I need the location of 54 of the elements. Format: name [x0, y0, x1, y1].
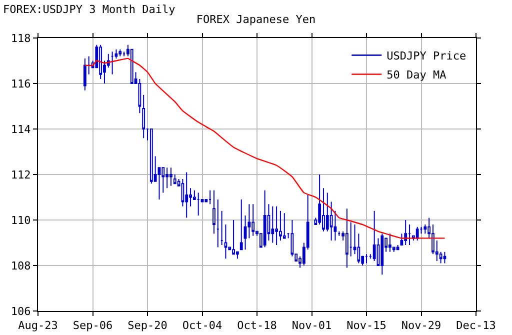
candlestick — [388, 233, 392, 252]
y-tick-label: 110 — [10, 214, 31, 227]
x-tick-label: Nov-01 — [292, 319, 332, 332]
candlestick — [208, 190, 212, 205]
candlestick — [240, 199, 243, 250]
candlestick — [185, 172, 188, 218]
candlestick — [252, 204, 255, 236]
y-tick-label: 118 — [10, 32, 31, 45]
candlestick — [170, 167, 172, 186]
candlestick — [232, 220, 235, 255]
y-tick-label: 108 — [10, 259, 31, 272]
legend-label: USDJPY Price — [386, 50, 466, 63]
candlestick — [99, 44, 102, 80]
candlestick — [166, 167, 169, 189]
candlestick — [142, 94, 146, 139]
candlestick — [404, 220, 408, 246]
y-tick-label: 114 — [10, 122, 32, 136]
candlestick — [173, 174, 176, 184]
candlestick — [365, 254, 368, 264]
x-tick-label: Nov-15 — [346, 319, 386, 332]
chart-title: FOREX Japanese Yen — [196, 12, 316, 26]
chart-subtitle: FOREX:USDJPY 3 Month Daily — [3, 3, 176, 16]
candlestick — [282, 212, 286, 239]
x-tick-label: Oct-18 — [237, 319, 277, 332]
candlestick — [130, 48, 134, 84]
candlestick — [275, 206, 278, 246]
x-tick-label: Dec-13 — [456, 319, 496, 332]
candlestick — [83, 58, 86, 91]
candlestick — [263, 190, 266, 248]
candlestick — [345, 208, 348, 268]
candlestick — [380, 233, 384, 276]
candlestick — [118, 48, 122, 57]
candlestick — [338, 230, 341, 236]
x-tick-label: Sep-20 — [128, 319, 168, 332]
candlestick — [150, 128, 153, 184]
candlestick — [443, 251, 446, 264]
x-tick-label: Oct-04 — [182, 319, 222, 332]
candlestick — [212, 190, 216, 234]
candlestick — [216, 199, 220, 248]
candlestick — [110, 51, 114, 75]
candlestick — [196, 192, 200, 216]
candlestick — [220, 210, 224, 246]
y-tick-label: 112 — [10, 168, 31, 182]
x-tick-label: Aug-23 — [18, 319, 58, 332]
y-tick-label: 106 — [10, 304, 31, 318]
x-tick-label: Sep-06 — [72, 319, 113, 332]
candlestick — [271, 206, 274, 244]
x-tick-label: Nov-29 — [401, 319, 442, 332]
candlestick — [279, 210, 282, 241]
candlestick — [416, 226, 419, 241]
legend-label: 50 Day MA — [386, 68, 447, 82]
candlestick — [224, 224, 228, 260]
candlestick — [408, 224, 411, 246]
y-tick-label: 116 — [10, 77, 31, 90]
